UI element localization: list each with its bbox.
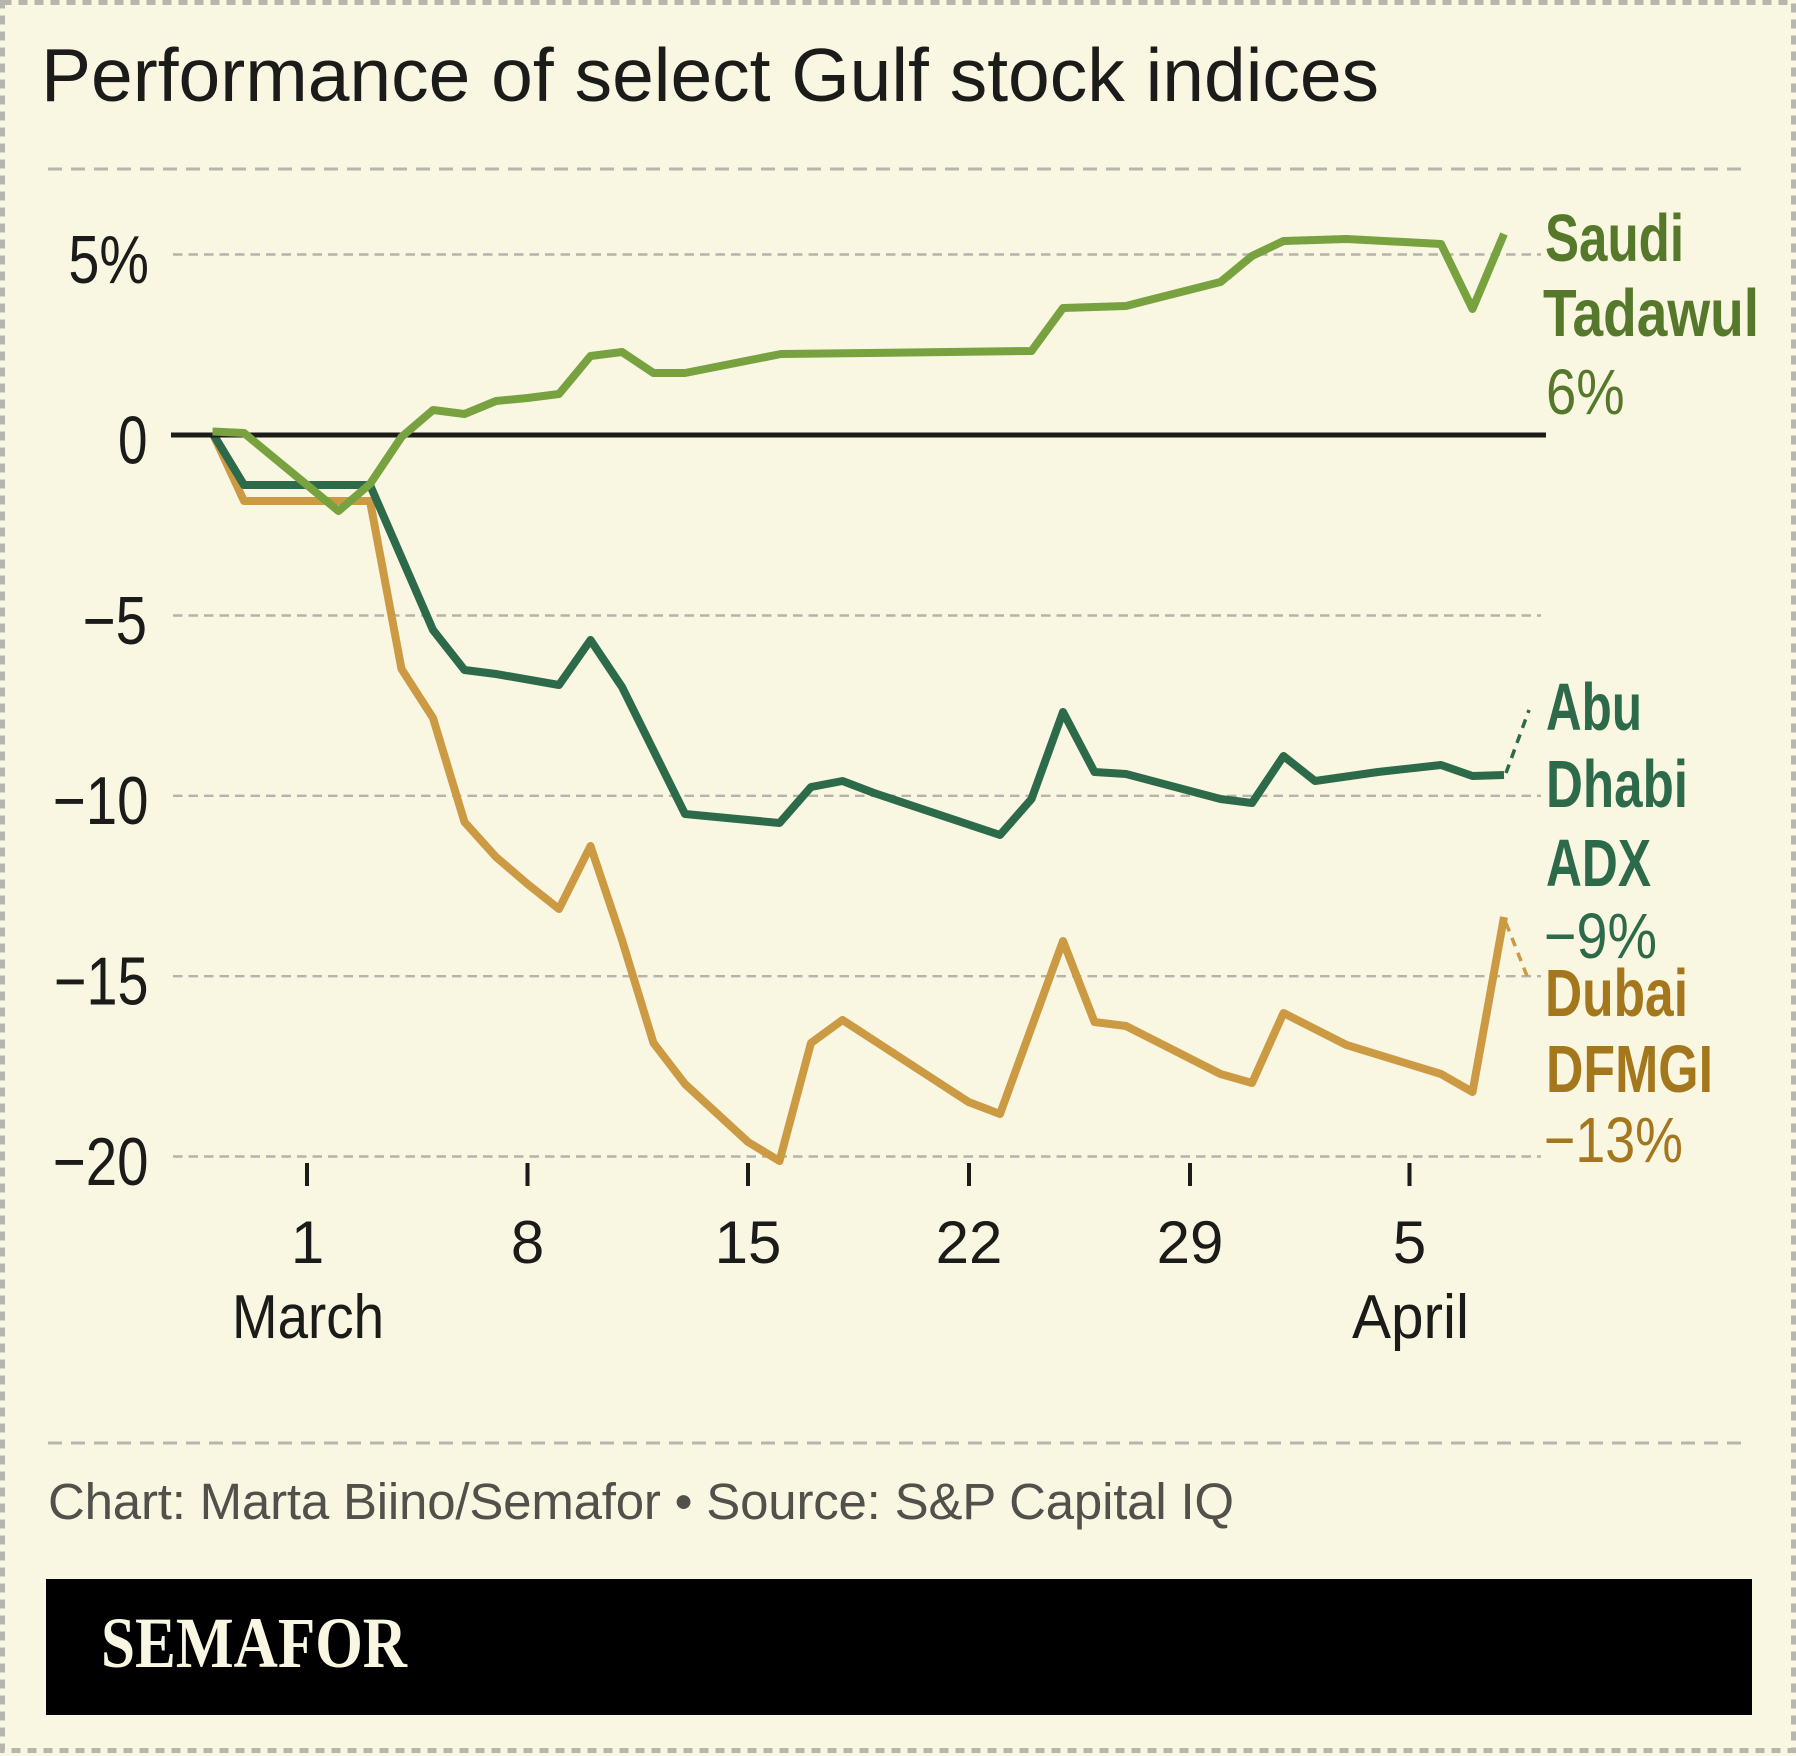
svg-text:5: 5 [1393,1209,1426,1276]
svg-text:March: March [232,1283,384,1352]
svg-text:−10: −10 [53,763,149,839]
svg-text:−9%: −9% [1544,900,1657,971]
svg-text:0: 0 [118,402,148,478]
svg-text:15: 15 [715,1209,782,1276]
svg-text:29: 29 [1157,1209,1224,1276]
svg-text:−5: −5 [83,583,147,659]
svg-text:April: April [1352,1283,1469,1352]
svg-text:6%: 6% [1546,356,1625,428]
svg-text:8: 8 [511,1209,544,1276]
svg-text:SEMAFOR: SEMAFOR [101,1603,408,1683]
svg-text:Chart: Marta Biino/Semafor • S: Chart: Marta Biino/Semafor • Source: S&P… [48,1473,1234,1530]
svg-text:−13%: −13% [1544,1104,1683,1177]
svg-text:Dubai: Dubai [1545,956,1688,1031]
svg-text:−15: −15 [54,944,149,1019]
svg-text:Tadawul: Tadawul [1543,276,1759,351]
svg-text:DFMGI: DFMGI [1546,1032,1713,1107]
svg-text:ADX: ADX [1546,826,1651,901]
svg-text:Dhabi: Dhabi [1546,747,1688,822]
svg-text:Abu: Abu [1546,670,1642,745]
svg-text:−20: −20 [53,1124,149,1200]
svg-text:22: 22 [936,1209,1003,1276]
svg-text:5%: 5% [68,223,149,298]
svg-text:1: 1 [291,1209,324,1276]
svg-text:Performance of select Gulf sto: Performance of select Gulf stock indices [41,33,1379,117]
svg-text:Saudi: Saudi [1545,201,1684,276]
